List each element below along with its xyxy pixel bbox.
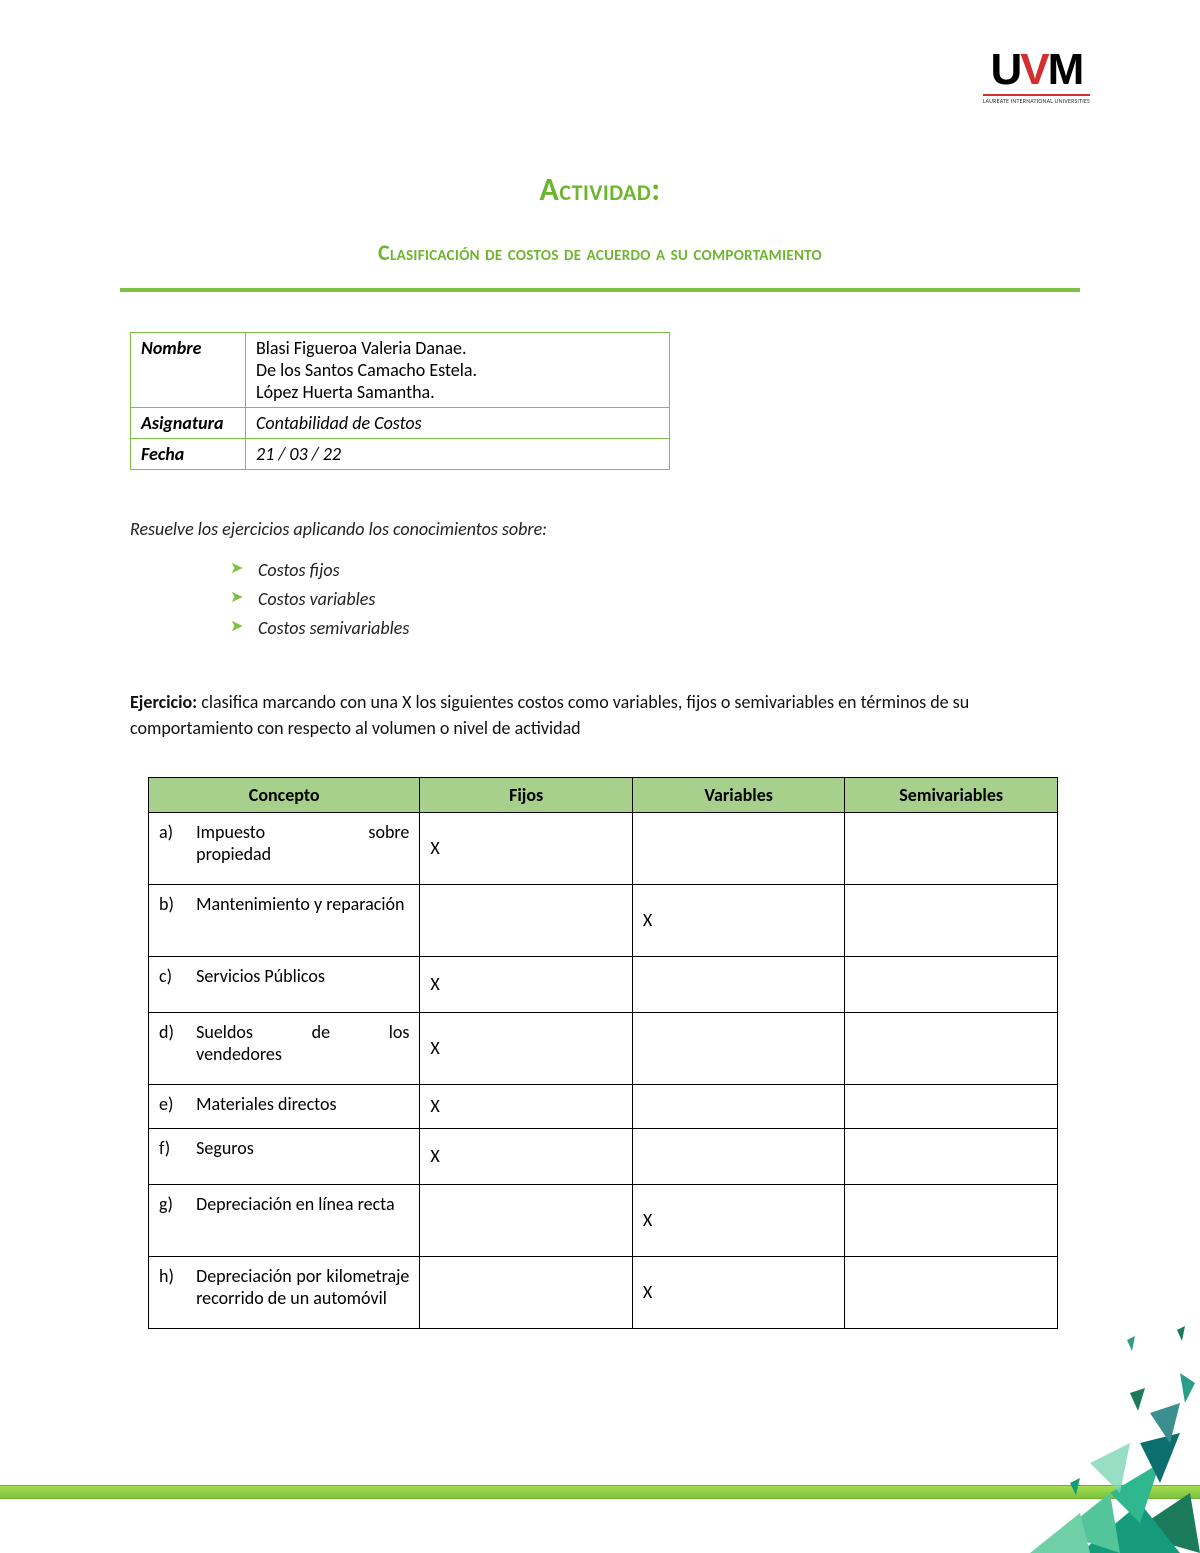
info-name-3: López Huerta Samantha. xyxy=(256,381,659,403)
cell-variables xyxy=(632,812,845,884)
info-row-name: Nombre Blasi Figueroa Valeria Danae. De … xyxy=(131,333,670,408)
page-subtitle: Clasificación de costos de acuerdo a su … xyxy=(120,239,1080,266)
cell-concept: Mantenimiento y reparación xyxy=(186,884,420,956)
cell-concept: Depreciación en línea recta xyxy=(186,1184,420,1256)
cell-variables: X xyxy=(632,884,845,956)
title-divider xyxy=(120,288,1080,292)
uvm-logo: UVM LAUREATE INTERNATIONAL UNIVERSITIES xyxy=(983,48,1090,105)
cell-letter: b) xyxy=(149,884,187,956)
cell-fijos: X xyxy=(420,1084,633,1128)
instructions-lead: Resuelve los ejercicios aplicando los co… xyxy=(130,518,1080,540)
cell-letter: f) xyxy=(149,1128,187,1184)
cell-concept: Materiales directos xyxy=(186,1084,420,1128)
cell-semivariables xyxy=(845,1084,1058,1128)
logo-m: M xyxy=(1048,45,1083,94)
info-date-value: 21 / 03 / 22 xyxy=(246,439,670,470)
exercise-body: clasifica marcando con una X los siguien… xyxy=(130,691,969,738)
bullet-3: Costos semivariables xyxy=(230,614,1080,643)
concept-word: Impuesto xyxy=(196,821,265,843)
cell-letter: g) xyxy=(149,1184,187,1256)
cell-fijos: X xyxy=(420,812,633,884)
th-fijos: Fijos xyxy=(420,777,633,812)
cell-fijos xyxy=(420,1256,633,1328)
logo-subtext: LAUREATE INTERNATIONAL UNIVERSITIES xyxy=(983,97,1090,105)
info-table: Nombre Blasi Figueroa Valeria Danae. De … xyxy=(130,332,670,470)
info-row-subject: Asignatura Contabilidad de Costos xyxy=(131,408,670,439)
cell-fijos: X xyxy=(420,956,633,1012)
cell-variables xyxy=(632,1084,845,1128)
cell-letter: a) xyxy=(149,812,187,884)
logo-v: V xyxy=(1020,45,1047,94)
info-name-1: Blasi Figueroa Valeria Danae. xyxy=(256,337,659,359)
info-name-2: De los Santos Camacho Estela. xyxy=(256,359,659,381)
cell-semivariables xyxy=(845,812,1058,884)
cell-letter: d) xyxy=(149,1012,187,1084)
document-page: UVM LAUREATE INTERNATIONAL UNIVERSITIES … xyxy=(0,0,1200,1553)
cell-fijos: X xyxy=(420,1012,633,1084)
cell-semivariables xyxy=(845,1012,1058,1084)
cell-concept: Sueldos de losvendedores xyxy=(186,1012,420,1084)
logo-u: U xyxy=(991,45,1021,94)
th-semivariables: Semivariables xyxy=(845,777,1058,812)
cell-semivariables xyxy=(845,1256,1058,1328)
th-variables: Variables xyxy=(632,777,845,812)
info-date-label: Fecha xyxy=(131,439,246,470)
cell-letter: e) xyxy=(149,1084,187,1128)
cell-letter: c) xyxy=(149,956,187,1012)
cell-variables xyxy=(632,956,845,1012)
cell-letter: h) xyxy=(149,1256,187,1328)
logo-underline xyxy=(983,94,1090,96)
exercise-text: Ejercicio: clasifica marcando con una X … xyxy=(130,690,1080,740)
info-subject-value: Contabilidad de Costos xyxy=(246,408,670,439)
cell-variables xyxy=(632,1128,845,1184)
info-subject-label: Asignatura xyxy=(131,408,246,439)
page-title: Actividad: xyxy=(120,170,1080,209)
cell-concept: Impuesto sobrepropiedad xyxy=(186,812,420,884)
info-row-date: Fecha 21 / 03 / 22 xyxy=(131,439,670,470)
cell-variables: X xyxy=(632,1184,845,1256)
table-row: h)Depreciación por kilometraje recorrido… xyxy=(149,1256,1058,1328)
cell-variables: X xyxy=(632,1256,845,1328)
classification-table: Concepto Fijos Variables Semivariables a… xyxy=(148,777,1058,1329)
concept-word: sobre xyxy=(368,821,409,843)
cell-fijos: X xyxy=(420,1128,633,1184)
exercise-bold: Ejercicio: xyxy=(130,691,197,713)
cell-semivariables xyxy=(845,1128,1058,1184)
cell-semivariables xyxy=(845,956,1058,1012)
table-row: b)Mantenimiento y reparación X xyxy=(149,884,1058,956)
logo-text: UVM xyxy=(983,48,1090,92)
table-row: a) Impuesto sobrepropiedad X xyxy=(149,812,1058,884)
cell-semivariables xyxy=(845,884,1058,956)
table-head-row: Concepto Fijos Variables Semivariables xyxy=(149,777,1058,812)
table-row: e)Materiales directosX xyxy=(149,1084,1058,1128)
cell-fijos xyxy=(420,884,633,956)
concept-word: los xyxy=(389,1021,410,1043)
concept-word: Sueldos xyxy=(196,1021,253,1043)
bullet-1: Costos fijos xyxy=(230,556,1080,585)
footer-bar xyxy=(0,1485,1200,1499)
table-row: g)Depreciación en línea recta X xyxy=(149,1184,1058,1256)
cell-fijos xyxy=(420,1184,633,1256)
bullet-2: Costos variables xyxy=(230,585,1080,614)
table-row: d) Sueldos de losvendedores X xyxy=(149,1012,1058,1084)
cell-semivariables xyxy=(845,1184,1058,1256)
info-name-label: Nombre xyxy=(131,333,246,408)
th-concepto: Concepto xyxy=(149,777,420,812)
table-row: c)Servicios PúblicosX xyxy=(149,956,1058,1012)
instructions-list: Costos fijos Costos variables Costos sem… xyxy=(230,556,1080,642)
cell-concept: Seguros xyxy=(186,1128,420,1184)
cell-concept: Depreciación por kilometraje recorrido d… xyxy=(186,1256,420,1328)
info-name-value: Blasi Figueroa Valeria Danae. De los San… xyxy=(246,333,670,408)
concept-word: de xyxy=(312,1021,330,1043)
cell-variables xyxy=(632,1012,845,1084)
table-row: f)SegurosX xyxy=(149,1128,1058,1184)
concept-line2: propiedad xyxy=(196,843,409,865)
cell-concept: Servicios Públicos xyxy=(186,956,420,1012)
concept-line2: vendedores xyxy=(196,1043,409,1065)
